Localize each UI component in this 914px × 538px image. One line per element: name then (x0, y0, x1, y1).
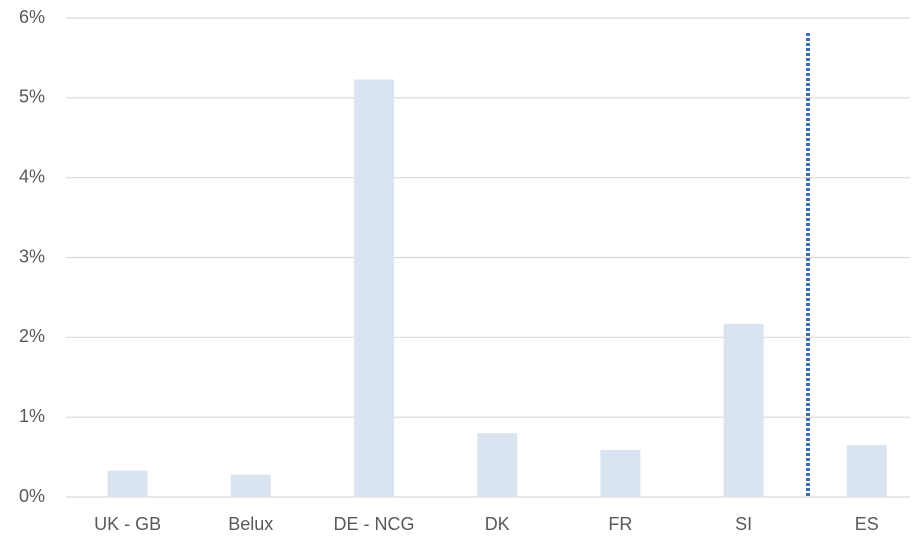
bar (477, 433, 518, 497)
y-tick-label: 2% (19, 326, 45, 346)
bar (107, 470, 148, 497)
y-tick-label: 6% (19, 7, 45, 27)
y-tick-label: 3% (19, 246, 45, 266)
x-tick-label: UK - GB (94, 514, 161, 534)
bar (354, 79, 394, 497)
bar (600, 449, 641, 497)
bar (723, 323, 764, 497)
x-tick-label: DE - NCG (334, 514, 415, 534)
x-tick-label: ES (855, 514, 879, 534)
x-tick-label: DK (485, 514, 510, 534)
x-tick-label: FR (608, 514, 632, 534)
bar (846, 445, 887, 497)
y-tick-label: 5% (19, 87, 45, 107)
x-tick-label: Belux (228, 514, 273, 534)
bar (230, 474, 271, 497)
y-tick-label: 0% (19, 486, 45, 506)
x-tick-label: SI (735, 514, 752, 534)
y-tick-label: 4% (19, 166, 45, 186)
y-tick-label: 1% (19, 406, 45, 426)
